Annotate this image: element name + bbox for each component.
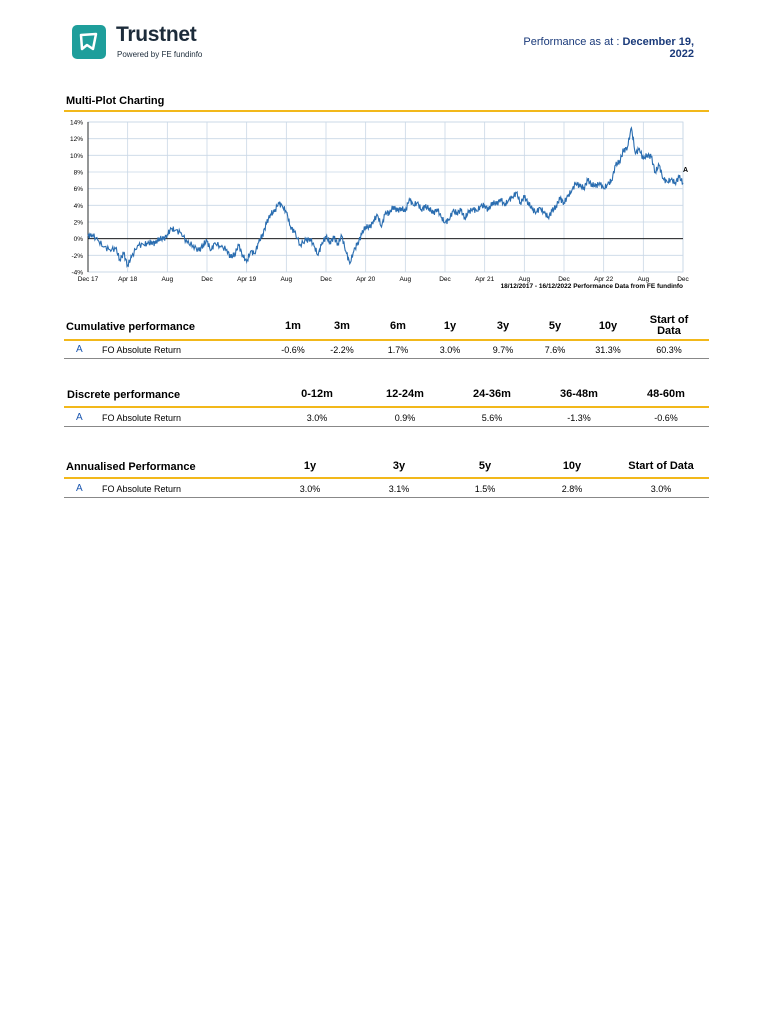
discrete-row-marker: A [76,412,83,423]
discrete-cell: -1.3% [567,413,591,423]
cumulative-cell: 60.3% [656,345,682,355]
annualised-cell: 3.1% [388,484,410,494]
performance-chart: -4% -2% 0% 2% 4% 6% 8% 10% 12% 14% Dec 17 Apr 18 Au… [70,120,690,291]
chart-x-tick-label: Apr 20 [356,276,376,283]
discrete-header-rule [64,406,709,408]
discrete-cell: -0.6% [654,413,678,423]
discrete-col-header: 48-60m [647,388,685,400]
cumulative-fund-name: FO Absolute Return [102,345,182,355]
series-end-label: A [683,167,688,174]
chart-footnote: 18/12/2017 - 16/12/2022 Performance Data… [501,283,683,290]
cumulative-col-header: 3m [334,320,350,332]
cumulative-cell: 7.6% [544,345,566,355]
chart-x-tick-label: Dec [439,276,451,283]
annualised-row-marker: A [76,483,83,494]
annualised-fund-name: FO Absolute Return [102,484,182,494]
chart-x-tick-label: Apr 21 [475,276,495,283]
cumulative-col-header: 6m [390,320,406,332]
cumulative-row-marker: A [76,344,83,355]
cumulative-cell: -0.6% [281,345,305,355]
discrete-col-header: 0-12m [301,388,333,400]
cumulative-bottom-rule [64,358,709,359]
cumulative-cell: -2.2% [330,345,354,355]
annualised-cell: 3.0% [299,484,321,494]
chart-y-tick-label: 8% [74,170,84,177]
performance-date: Performance as at : December 19, 2022 [474,36,694,60]
annualised-cell: 3.0% [650,484,672,494]
cumulative-cell: 9.7% [492,345,514,355]
cumulative-cell: 3.0% [439,345,461,355]
chart-x-tick-label: Dec [677,276,689,283]
discrete-cell: 0.9% [394,413,416,423]
discrete-cell: 5.6% [481,413,503,423]
trustnet-logo: Trustnet Powered by FE fundinfo [72,23,212,61]
annualised-col-header: 3y [392,460,406,472]
chart-x-tick-label: Dec [558,276,570,283]
chart-y-tick-label: 4% [74,203,84,210]
cumulative-col-header: 1y [443,320,457,332]
chart-x-tick-label: Apr 22 [594,276,614,283]
performance-date-line1: December 19, [622,36,694,48]
chart-x-tick-label: Dec 17 [78,276,99,283]
chart-y-tick-label: -2% [71,253,83,260]
series-line-a [87,126,684,268]
brand-name: Trustnet [116,23,197,46]
chart-y-tick-label: 2% [74,220,84,227]
discrete-bottom-rule [64,426,709,427]
chart-x-tick-label: Aug [162,276,174,283]
cumulative-title: Cumulative performance [66,321,195,333]
cumulative-col-header: 1m [285,320,301,332]
cumulative-header-rule [64,339,709,341]
discrete-col-header: 12-24m [386,388,424,400]
discrete-cell: 3.0% [306,413,328,423]
chart-x-tick-label: Apr 18 [118,276,138,283]
cumulative-col-header: 3y [496,320,510,332]
chart-y-tick-label: 10% [70,153,83,160]
performance-date-label: Performance as at : [523,36,620,48]
performance-date-line2: 2022 [669,48,694,60]
chart-x-tick-label: Aug [638,276,650,283]
chart-x-tick-labels: Dec 17 Apr 18 Aug Dec Apr 19 Aug Dec Apr 20 Aug D… [78,276,690,283]
trustnet-logo-icon [72,25,106,59]
chart-x-tick-label: Dec [320,276,332,283]
chart-y-tick-label: -4% [71,270,83,277]
annualised-col-header: 1y [303,460,317,472]
chart-x-tick-label: Apr 19 [237,276,257,283]
chart-y-tick-label: 14% [70,120,83,127]
chart-y-tick-label: 12% [70,136,83,143]
annualised-bottom-rule [64,497,709,498]
annualised-title: Annualised Performance [66,461,196,473]
annualised-header-rule [64,477,709,479]
annualised-col-header: 5y [478,460,492,472]
annualised-cell: 2.8% [561,484,583,494]
chart-y-tick-label: 6% [74,186,84,193]
discrete-title: Discrete performance [67,389,181,401]
discrete-col-header: 36-48m [560,388,598,400]
chart-y-tick-labels: -4% -2% 0% 2% 4% 6% 8% 10% 12% 14% [70,120,83,277]
chart-section-title: Multi-Plot Charting [66,95,165,107]
brand-tagline: Powered by FE fundinfo [117,50,203,59]
cumulative-cell: 1.7% [387,345,409,355]
cumulative-col-header: Start of Data [649,314,689,337]
chart-plot-area [87,121,684,273]
chart-x-tick-label: Aug [400,276,412,283]
chart-x-tick-label: Aug [281,276,293,283]
discrete-fund-name: FO Absolute Return [102,413,182,423]
annualised-cell: 1.5% [474,484,496,494]
chart-section-rule [64,110,709,112]
discrete-col-header: 24-36m [473,388,511,400]
cumulative-col-header: 10y [598,320,618,332]
chart-grid [87,121,684,273]
annualised-col-header: Start of Data [628,460,694,472]
chart-y-tick-label: 0% [74,236,84,243]
cumulative-col-header: 5y [548,320,562,332]
chart-x-tick-label: Dec [201,276,213,283]
annualised-col-header: 10y [562,460,582,472]
cumulative-cell: 31.3% [595,345,621,355]
chart-x-tick-label: Aug [519,276,531,283]
